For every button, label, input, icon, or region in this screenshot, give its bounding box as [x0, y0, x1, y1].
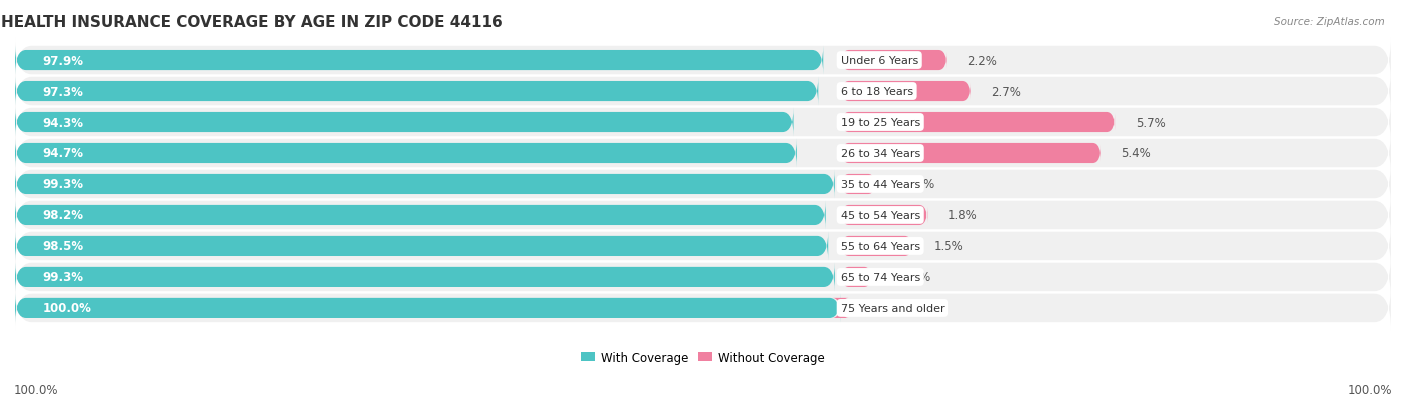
FancyBboxPatch shape: [841, 174, 876, 195]
FancyBboxPatch shape: [15, 38, 1391, 84]
FancyBboxPatch shape: [15, 161, 1391, 207]
Text: 65 to 74 Years: 65 to 74 Years: [841, 272, 920, 282]
Text: 0.74%: 0.74%: [897, 178, 934, 191]
Text: 55 to 64 Years: 55 to 64 Years: [841, 241, 920, 252]
FancyBboxPatch shape: [15, 108, 793, 138]
FancyBboxPatch shape: [841, 144, 1101, 164]
FancyBboxPatch shape: [841, 82, 970, 102]
Text: 2.2%: 2.2%: [967, 55, 997, 67]
Text: 100.0%: 100.0%: [14, 384, 59, 396]
FancyBboxPatch shape: [841, 236, 912, 256]
Text: 35 to 44 Years: 35 to 44 Years: [841, 180, 920, 190]
Text: 5.4%: 5.4%: [1122, 147, 1152, 160]
FancyBboxPatch shape: [15, 139, 797, 169]
FancyBboxPatch shape: [15, 170, 835, 199]
Text: 19 to 25 Years: 19 to 25 Years: [841, 118, 920, 128]
FancyBboxPatch shape: [15, 294, 841, 323]
FancyBboxPatch shape: [15, 201, 825, 230]
FancyBboxPatch shape: [832, 298, 849, 318]
Text: 94.3%: 94.3%: [42, 116, 83, 129]
FancyBboxPatch shape: [841, 267, 872, 287]
Text: 75 Years and older: 75 Years and older: [841, 303, 945, 313]
Text: 99.3%: 99.3%: [42, 271, 83, 284]
FancyBboxPatch shape: [15, 263, 835, 292]
Text: 97.3%: 97.3%: [42, 85, 83, 98]
FancyBboxPatch shape: [15, 254, 1391, 300]
Text: 0.0%: 0.0%: [862, 301, 891, 315]
FancyBboxPatch shape: [15, 223, 1391, 269]
Text: 100.0%: 100.0%: [42, 301, 91, 315]
FancyBboxPatch shape: [15, 100, 1391, 145]
Text: 97.9%: 97.9%: [42, 55, 83, 67]
FancyBboxPatch shape: [841, 51, 946, 71]
Text: 100.0%: 100.0%: [1347, 384, 1392, 396]
Legend: With Coverage, Without Coverage: With Coverage, Without Coverage: [576, 346, 830, 368]
Text: Source: ZipAtlas.com: Source: ZipAtlas.com: [1274, 17, 1385, 26]
Text: 98.5%: 98.5%: [42, 240, 83, 253]
Text: 6 to 18 Years: 6 to 18 Years: [841, 87, 912, 97]
Text: 26 to 34 Years: 26 to 34 Years: [841, 149, 920, 159]
Text: 5.7%: 5.7%: [1136, 116, 1166, 129]
Text: 1.5%: 1.5%: [934, 240, 963, 253]
FancyBboxPatch shape: [15, 285, 1391, 331]
FancyBboxPatch shape: [15, 131, 1391, 176]
FancyBboxPatch shape: [15, 69, 1391, 115]
Text: 98.2%: 98.2%: [42, 209, 83, 222]
Text: 99.3%: 99.3%: [42, 178, 83, 191]
Text: 1.8%: 1.8%: [948, 209, 977, 222]
Text: 2.7%: 2.7%: [991, 85, 1021, 98]
FancyBboxPatch shape: [841, 205, 928, 225]
Text: HEALTH INSURANCE COVERAGE BY AGE IN ZIP CODE 44116: HEALTH INSURANCE COVERAGE BY AGE IN ZIP …: [1, 15, 503, 30]
FancyBboxPatch shape: [15, 46, 824, 76]
FancyBboxPatch shape: [15, 77, 818, 107]
Text: Under 6 Years: Under 6 Years: [841, 56, 918, 66]
FancyBboxPatch shape: [841, 113, 1115, 133]
FancyBboxPatch shape: [15, 232, 828, 261]
Text: 94.7%: 94.7%: [42, 147, 83, 160]
FancyBboxPatch shape: [15, 192, 1391, 238]
Text: 45 to 54 Years: 45 to 54 Years: [841, 211, 920, 221]
Text: 0.66%: 0.66%: [893, 271, 931, 284]
